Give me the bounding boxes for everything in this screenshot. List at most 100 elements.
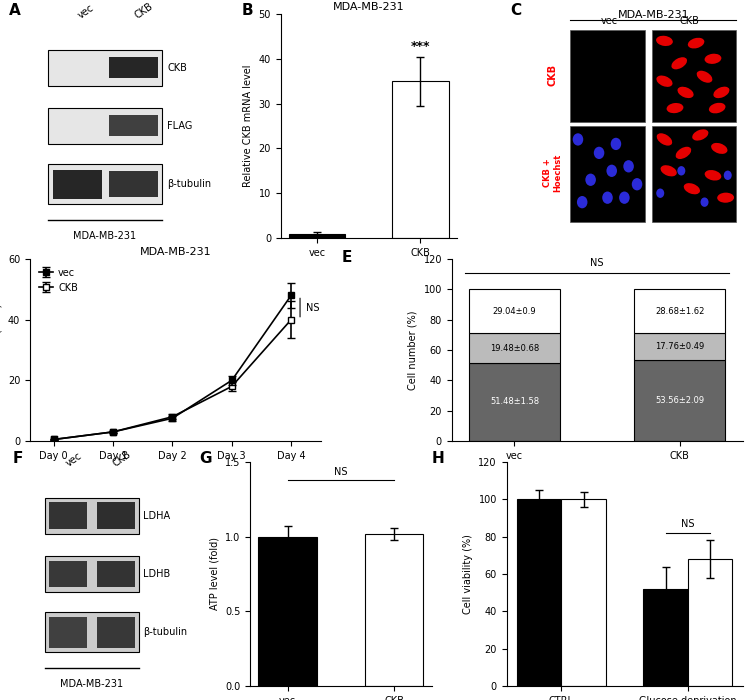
Text: CKB: CKB [134, 1, 155, 21]
Ellipse shape [573, 133, 584, 146]
FancyBboxPatch shape [49, 503, 86, 529]
Text: B: B [242, 3, 254, 18]
Ellipse shape [657, 133, 672, 146]
Ellipse shape [713, 87, 730, 98]
Ellipse shape [667, 103, 683, 113]
Ellipse shape [656, 76, 673, 87]
Text: FLAG: FLAG [167, 121, 193, 131]
Text: LDHB: LDHB [143, 569, 170, 579]
Y-axis label: Cell number (%): Cell number (%) [408, 310, 418, 390]
Bar [259, 537, 317, 686]
FancyBboxPatch shape [47, 50, 162, 85]
Ellipse shape [709, 103, 725, 113]
Ellipse shape [677, 166, 686, 176]
Text: NS: NS [590, 258, 604, 268]
FancyBboxPatch shape [47, 164, 162, 204]
Ellipse shape [705, 170, 722, 181]
Ellipse shape [585, 174, 596, 186]
FancyBboxPatch shape [97, 561, 134, 587]
FancyBboxPatch shape [652, 126, 736, 223]
FancyBboxPatch shape [49, 617, 86, 648]
Y-axis label: Relative CKB mRNA level: Relative CKB mRNA level [243, 65, 254, 187]
FancyBboxPatch shape [47, 108, 162, 144]
Text: LDHA: LDHA [143, 511, 170, 521]
Text: G: G [200, 451, 211, 466]
Text: H: H [431, 451, 444, 466]
Bar [469, 333, 560, 363]
Ellipse shape [632, 178, 642, 190]
Ellipse shape [607, 164, 617, 177]
Text: 51.48±1.58: 51.48±1.58 [490, 398, 539, 407]
Title: MDA-MB-231: MDA-MB-231 [333, 2, 404, 12]
FancyBboxPatch shape [569, 29, 646, 122]
Ellipse shape [724, 171, 732, 180]
FancyBboxPatch shape [109, 115, 158, 136]
Text: vec: vec [64, 451, 83, 469]
Bar [518, 499, 562, 686]
FancyBboxPatch shape [97, 503, 134, 529]
Text: CKB: CKB [680, 16, 700, 26]
FancyBboxPatch shape [652, 29, 736, 122]
Text: 53.56±2.09: 53.56±2.09 [656, 396, 704, 405]
FancyBboxPatch shape [49, 561, 86, 587]
Text: C: C [511, 3, 521, 18]
Text: vec: vec [76, 3, 96, 21]
Text: F: F [13, 451, 23, 466]
Bar [392, 81, 448, 238]
Bar [364, 533, 423, 686]
Bar [562, 499, 606, 686]
Y-axis label: Cell viability (%): Cell viability (%) [463, 534, 472, 614]
Bar [634, 360, 725, 441]
FancyBboxPatch shape [97, 617, 134, 648]
Ellipse shape [656, 188, 664, 198]
Text: 29.04±0.9: 29.04±0.9 [493, 307, 536, 316]
Text: β-tubulin: β-tubulin [143, 627, 188, 637]
Text: MDA-MB-231: MDA-MB-231 [60, 679, 123, 690]
FancyBboxPatch shape [44, 556, 139, 592]
Bar [688, 559, 732, 686]
FancyBboxPatch shape [569, 126, 646, 223]
Ellipse shape [577, 196, 587, 209]
Ellipse shape [717, 193, 734, 203]
Text: β-tubulin: β-tubulin [167, 179, 211, 189]
Y-axis label: Cell Number (x10⁴): Cell Number (x10⁴) [0, 303, 2, 397]
Ellipse shape [677, 87, 694, 98]
Text: 17.76±0.49: 17.76±0.49 [655, 342, 704, 351]
Text: E: E [341, 250, 352, 265]
Ellipse shape [697, 71, 712, 83]
FancyBboxPatch shape [44, 612, 139, 652]
Text: 28.68±1.62: 28.68±1.62 [655, 307, 704, 316]
Text: CKB: CKB [167, 63, 187, 73]
Ellipse shape [661, 165, 676, 176]
Text: NS: NS [681, 519, 694, 529]
Text: ***: *** [410, 40, 430, 52]
Text: vec: vec [601, 16, 618, 26]
Title: MDA-MB-231: MDA-MB-231 [140, 247, 212, 257]
Bar [634, 289, 725, 332]
Ellipse shape [684, 183, 700, 195]
Text: MDA-MB-231: MDA-MB-231 [618, 10, 690, 20]
Text: A: A [9, 3, 21, 18]
Ellipse shape [594, 147, 604, 159]
FancyBboxPatch shape [109, 57, 158, 78]
Text: CKB +
Hoechst: CKB + Hoechst [543, 154, 562, 192]
Bar [644, 589, 688, 686]
Bar [469, 363, 560, 441]
Ellipse shape [623, 160, 634, 172]
Text: MDA-MB-231: MDA-MB-231 [74, 231, 136, 241]
Text: CKB: CKB [110, 449, 133, 469]
Y-axis label: ATP level (fold): ATP level (fold) [209, 538, 220, 610]
Ellipse shape [704, 54, 722, 64]
Ellipse shape [692, 130, 709, 141]
Text: NS: NS [334, 467, 348, 477]
Ellipse shape [619, 192, 630, 204]
Ellipse shape [602, 192, 613, 204]
Ellipse shape [711, 143, 728, 154]
FancyBboxPatch shape [109, 171, 158, 197]
Ellipse shape [676, 147, 692, 159]
Bar [469, 289, 560, 333]
Text: 19.48±0.68: 19.48±0.68 [490, 344, 539, 353]
Text: CKB: CKB [548, 64, 558, 85]
FancyBboxPatch shape [53, 169, 102, 199]
Ellipse shape [610, 138, 621, 150]
